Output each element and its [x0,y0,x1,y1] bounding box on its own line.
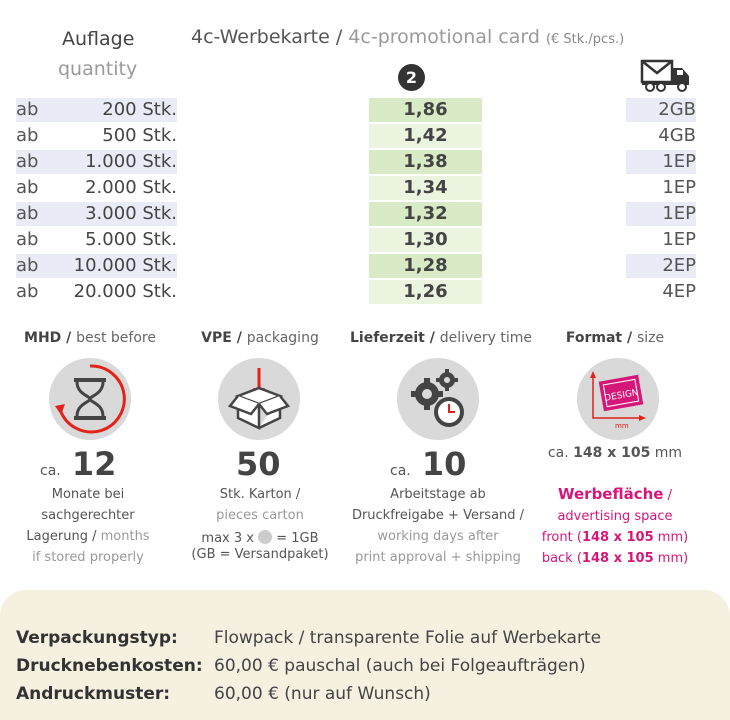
packaging-section: VPE / packaging [180,330,340,346]
shipping-unit-cell: 2EP [662,255,696,276]
price-cell: 1,26 [403,281,448,302]
quantity-cell: 2.000 Stk. [85,177,177,198]
quantity-prefix: ab [16,125,39,146]
additional-costs-value: 60,00 € pauschal (auch bei Folgeaufträge… [214,656,586,676]
price-unit: (€ Stk./pcs.) [545,32,625,47]
box-icon [218,358,300,440]
proof-sample-label: Andruckmuster: [16,684,171,704]
hourglass-icon [49,358,131,440]
product-header-de: 4c-Werbekarte / [191,26,343,48]
price-cell: 1,34 [403,177,448,198]
quantity-header-de: Auflage [62,28,135,50]
packaging-title: VPE / packaging [201,330,319,346]
best-before-section: MHD / best before [10,330,170,346]
shipping-unit-cell: 1EP [662,151,696,172]
info-panel: Verpackungstyp: Flowpack / transparente … [0,590,730,720]
quantity-cell: 200 Stk. [102,99,177,120]
shipping-unit-cell: 1EP [662,203,696,224]
variant-badge: 2 [398,64,425,91]
quantity-prefix: ab [16,177,39,198]
table-row: ab 2.000 Stk. 1,34 1EP [16,176,706,202]
shipping-unit-cell: 2GB [658,99,696,120]
gears-clock-icon [397,358,479,440]
product-header-en: 4c-promotional card [348,26,540,48]
packaging-value: 50 [236,445,281,483]
packaging-type-value: Flowpack / transparente Folie auf Werbek… [214,628,602,648]
quantity-prefix: ab [16,203,39,224]
quantity-prefix: ab [16,99,39,120]
price-cell: 1,42 [403,125,448,146]
shipping-unit-cell: 1EP [662,177,696,198]
format-description: Werbefläche / advertising space front (1… [541,485,689,566]
price-cell: 1,86 [403,99,448,120]
table-row: ab 10.000 Stk. 1,28 2EP [16,254,706,280]
delivery-time-description: Arbeitstage ab Druckfreigabe + Versand /… [351,487,525,565]
format-title: Format / size [565,330,665,346]
shipping-unit-cell: 1EP [662,229,696,250]
svg-text:mm: mm [615,422,629,430]
format-section: Format / size [540,330,690,346]
quantity-cell: 20.000 Stk. [73,281,177,302]
price-cell: 1,32 [403,203,448,224]
shipping-unit-cell: 4EP [662,281,696,302]
quantity-prefix: ab [16,281,39,302]
best-before-description: Monate bei sachgerechter Lagerung / mont… [26,487,150,565]
quantity-header-en: quantity [58,58,138,80]
packaging-type-label: Verpackungstyp: [16,628,178,648]
shipping-unit-cell: 4GB [658,125,696,146]
table-row: ab 3.000 Stk. 1,32 1EP [16,202,706,228]
quantity-prefix: ab [16,151,39,172]
table-row: ab 5.000 Stk. 1,30 1EP [16,228,706,254]
delivery-time-title: Lieferzeit / delivery time [350,330,533,346]
quantity-cell: 1.000 Stk. [85,151,177,172]
small-box-icon [258,530,273,544]
delivery-time-value: ca. 10 [390,445,467,483]
quantity-prefix: ab [16,229,39,250]
quantity-cell: 500 Stk. [102,125,177,146]
table-row: ab 500 Stk. 1,42 4GB [16,124,706,150]
additional-costs-label: Drucknebenkosten: [16,656,203,676]
design-card-icon: DESIGN mm [577,358,659,440]
price-cell: 1,38 [403,151,448,172]
quantity-cell: 3.000 Stk. [85,203,177,224]
packaging-description: Stk. Karton / pieces carton max 3 x = 1G… [191,487,329,562]
delivery-time-section: Lieferzeit / delivery time [350,330,533,346]
proof-sample-value: 60,00 € (nur auf Wunsch) [214,684,431,704]
quantity-prefix: ab [16,255,39,276]
delivery-truck-icon [640,58,692,96]
quantity-cell: 5.000 Stk. [85,229,177,250]
table-row: ab 1.000 Stk. 1,38 1EP [16,150,706,176]
product-header: 4c-Werbekarte / 4c-promotional card (€ S… [191,26,624,48]
table-row: ab 200 Stk. 1,86 2GB [16,98,706,124]
price-cell: 1,28 [403,255,448,276]
quantity-cell: 10.000 Stk. [73,255,177,276]
best-before-value: ca. 12 [40,445,117,483]
table-row: ab 20.000 Stk. 1,26 4EP [16,280,706,306]
format-size: ca. 148 x 105 mm [547,445,683,461]
best-before-title: MHD / best before [24,330,156,346]
price-cell: 1,30 [403,229,448,250]
